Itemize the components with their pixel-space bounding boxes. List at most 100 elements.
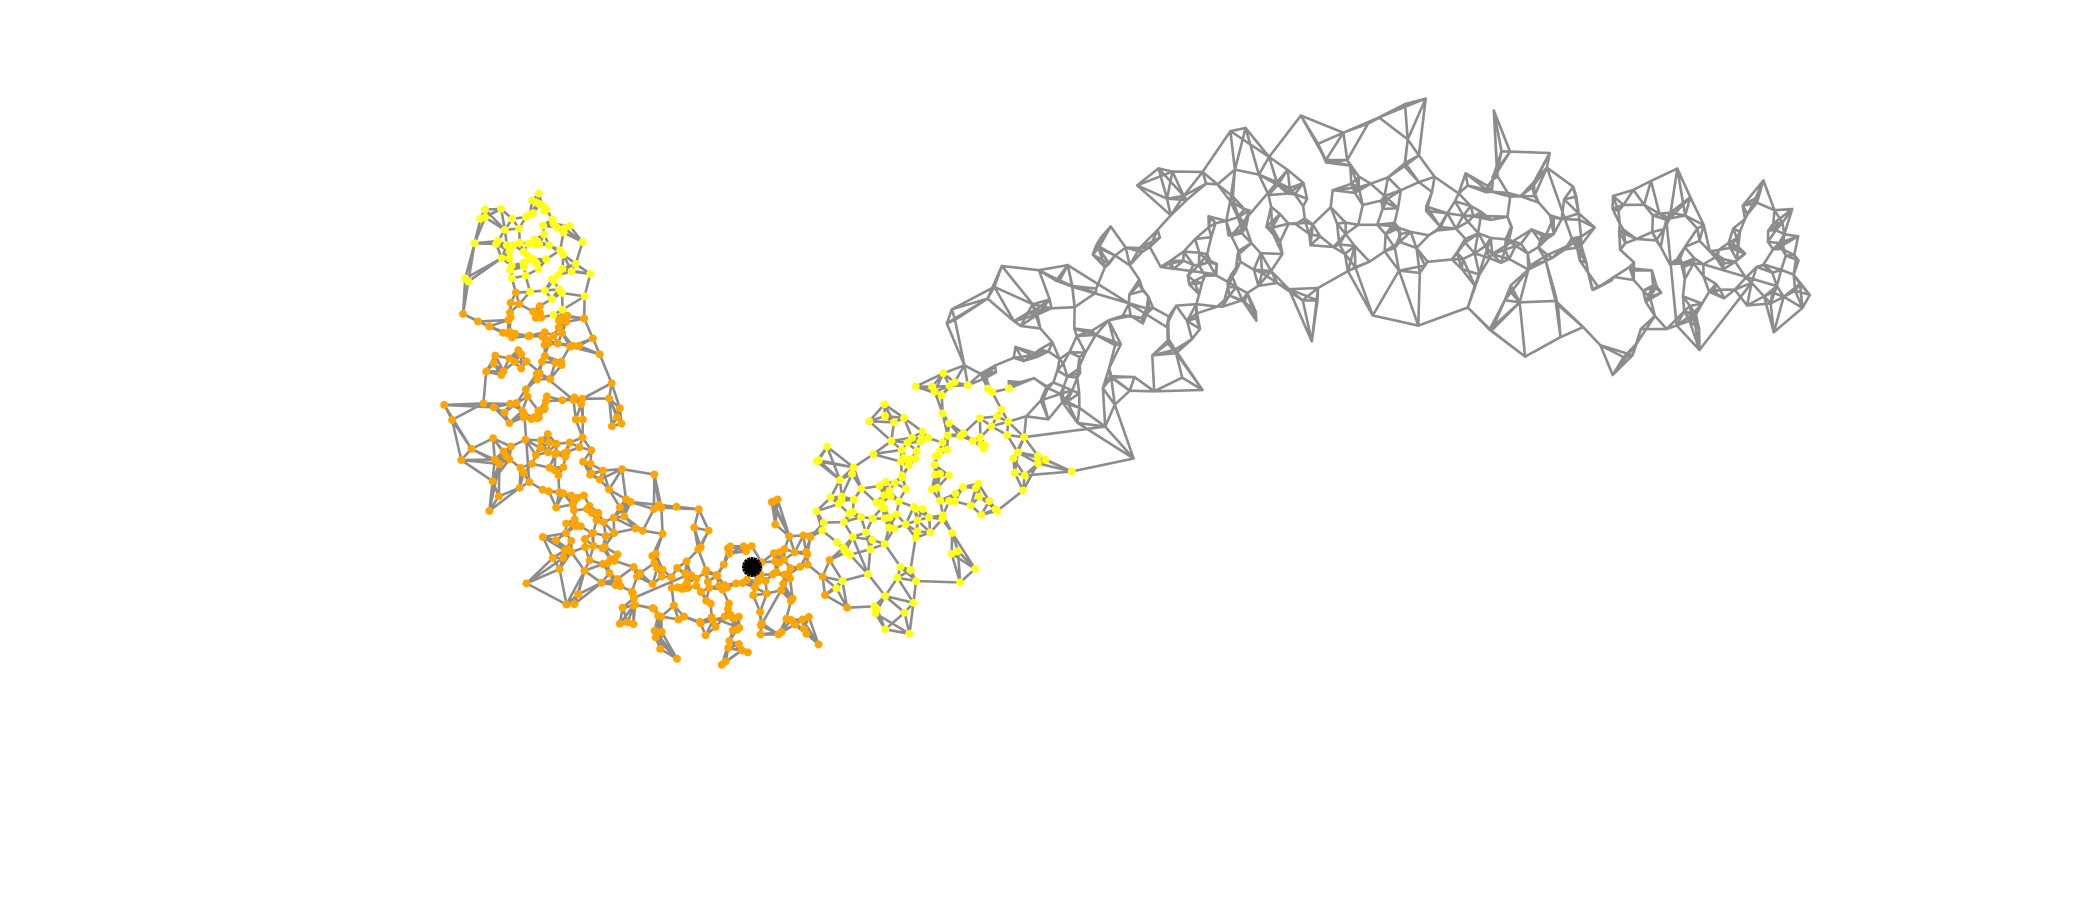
core-node: [570, 515, 579, 524]
core-node: [825, 556, 834, 565]
frontier-node: [524, 239, 533, 248]
frontier-node: [936, 496, 945, 505]
frontier-node: [930, 387, 939, 396]
frontier-node: [918, 505, 927, 513]
core-node: [785, 532, 794, 541]
core-node: [578, 433, 587, 442]
frontier-node: [908, 433, 916, 442]
core-node: [780, 570, 789, 579]
core-node: [479, 399, 488, 408]
core-node: [667, 573, 676, 582]
frontier-node: [988, 388, 997, 397]
core-node: [586, 470, 595, 479]
core-node: [771, 557, 780, 566]
core-node: [651, 633, 660, 642]
core-node: [545, 463, 554, 472]
core-node: [575, 443, 584, 452]
core-node: [551, 358, 560, 367]
frontier-node: [497, 254, 506, 263]
core-node: [618, 465, 626, 474]
core-node: [628, 589, 637, 598]
frontier-node: [976, 433, 985, 442]
frontier-node: [509, 241, 518, 250]
core-node: [711, 622, 720, 631]
core-node: [521, 435, 530, 444]
core-node: [490, 455, 499, 464]
core-node: [615, 404, 624, 413]
core-node: [692, 581, 701, 590]
core-node: [494, 492, 503, 501]
frontier-node: [506, 266, 515, 274]
core-node: [491, 351, 500, 360]
frontier-node: [549, 220, 558, 229]
frontier-node: [539, 221, 548, 230]
core-node: [790, 548, 799, 557]
core-node: [578, 415, 587, 424]
frontier-node: [885, 513, 894, 522]
frontier-node: [812, 507, 821, 516]
core-node: [559, 463, 568, 472]
core-node: [523, 392, 532, 401]
frontier-node: [911, 533, 920, 542]
frontier-node: [948, 528, 957, 537]
core-node: [725, 636, 734, 645]
core-node: [587, 446, 596, 455]
frontier-node: [906, 566, 915, 574]
core-node: [506, 313, 515, 322]
core-node: [536, 436, 545, 445]
core-node: [605, 485, 614, 494]
core-node: [448, 415, 457, 424]
frontier-node: [838, 576, 847, 585]
frontier-node: [898, 473, 907, 482]
frontier-node: [567, 267, 576, 276]
frontier-node: [526, 287, 535, 296]
frontier-node: [534, 189, 543, 198]
core-node: [654, 500, 663, 509]
frontier-node: [515, 238, 524, 247]
frontier-node: [896, 562, 905, 571]
core-node: [551, 450, 560, 459]
core-node: [613, 575, 622, 584]
core-node: [605, 569, 614, 578]
core-node: [617, 419, 626, 428]
frontier-node: [558, 264, 567, 273]
frontier-node: [880, 504, 889, 513]
core-node: [704, 526, 713, 535]
core-node: [734, 640, 743, 649]
frontier-node: [849, 463, 858, 472]
core-node: [667, 583, 676, 592]
core-node: [592, 516, 601, 525]
core-node: [567, 491, 576, 500]
frontier-node: [880, 400, 889, 409]
frontier-node: [558, 305, 567, 314]
core-node: [522, 357, 531, 366]
core-node: [650, 470, 659, 479]
frontier-node: [865, 417, 874, 426]
core-node: [621, 495, 630, 504]
core-node: [581, 543, 590, 552]
core-node: [729, 614, 737, 623]
core-node: [607, 379, 616, 388]
core-node: [506, 298, 515, 307]
core-node: [540, 404, 549, 413]
frontier-node: [470, 239, 479, 248]
frontier-node: [540, 230, 549, 239]
core-node: [657, 572, 666, 581]
core-node: [579, 457, 588, 466]
frontier-node: [1020, 433, 1029, 442]
core-node: [756, 608, 765, 616]
frontier-node: [997, 405, 1006, 414]
core-node: [694, 505, 703, 514]
core-node: [532, 451, 540, 460]
core-node: [690, 523, 699, 532]
core-node: [629, 620, 638, 629]
core-node: [549, 331, 558, 340]
core-node: [467, 444, 476, 453]
frontier-node: [505, 254, 514, 263]
core-node: [553, 339, 562, 348]
core-node: [578, 394, 587, 403]
core-node: [674, 615, 683, 624]
core-node: [511, 288, 520, 297]
core-node: [521, 385, 530, 394]
